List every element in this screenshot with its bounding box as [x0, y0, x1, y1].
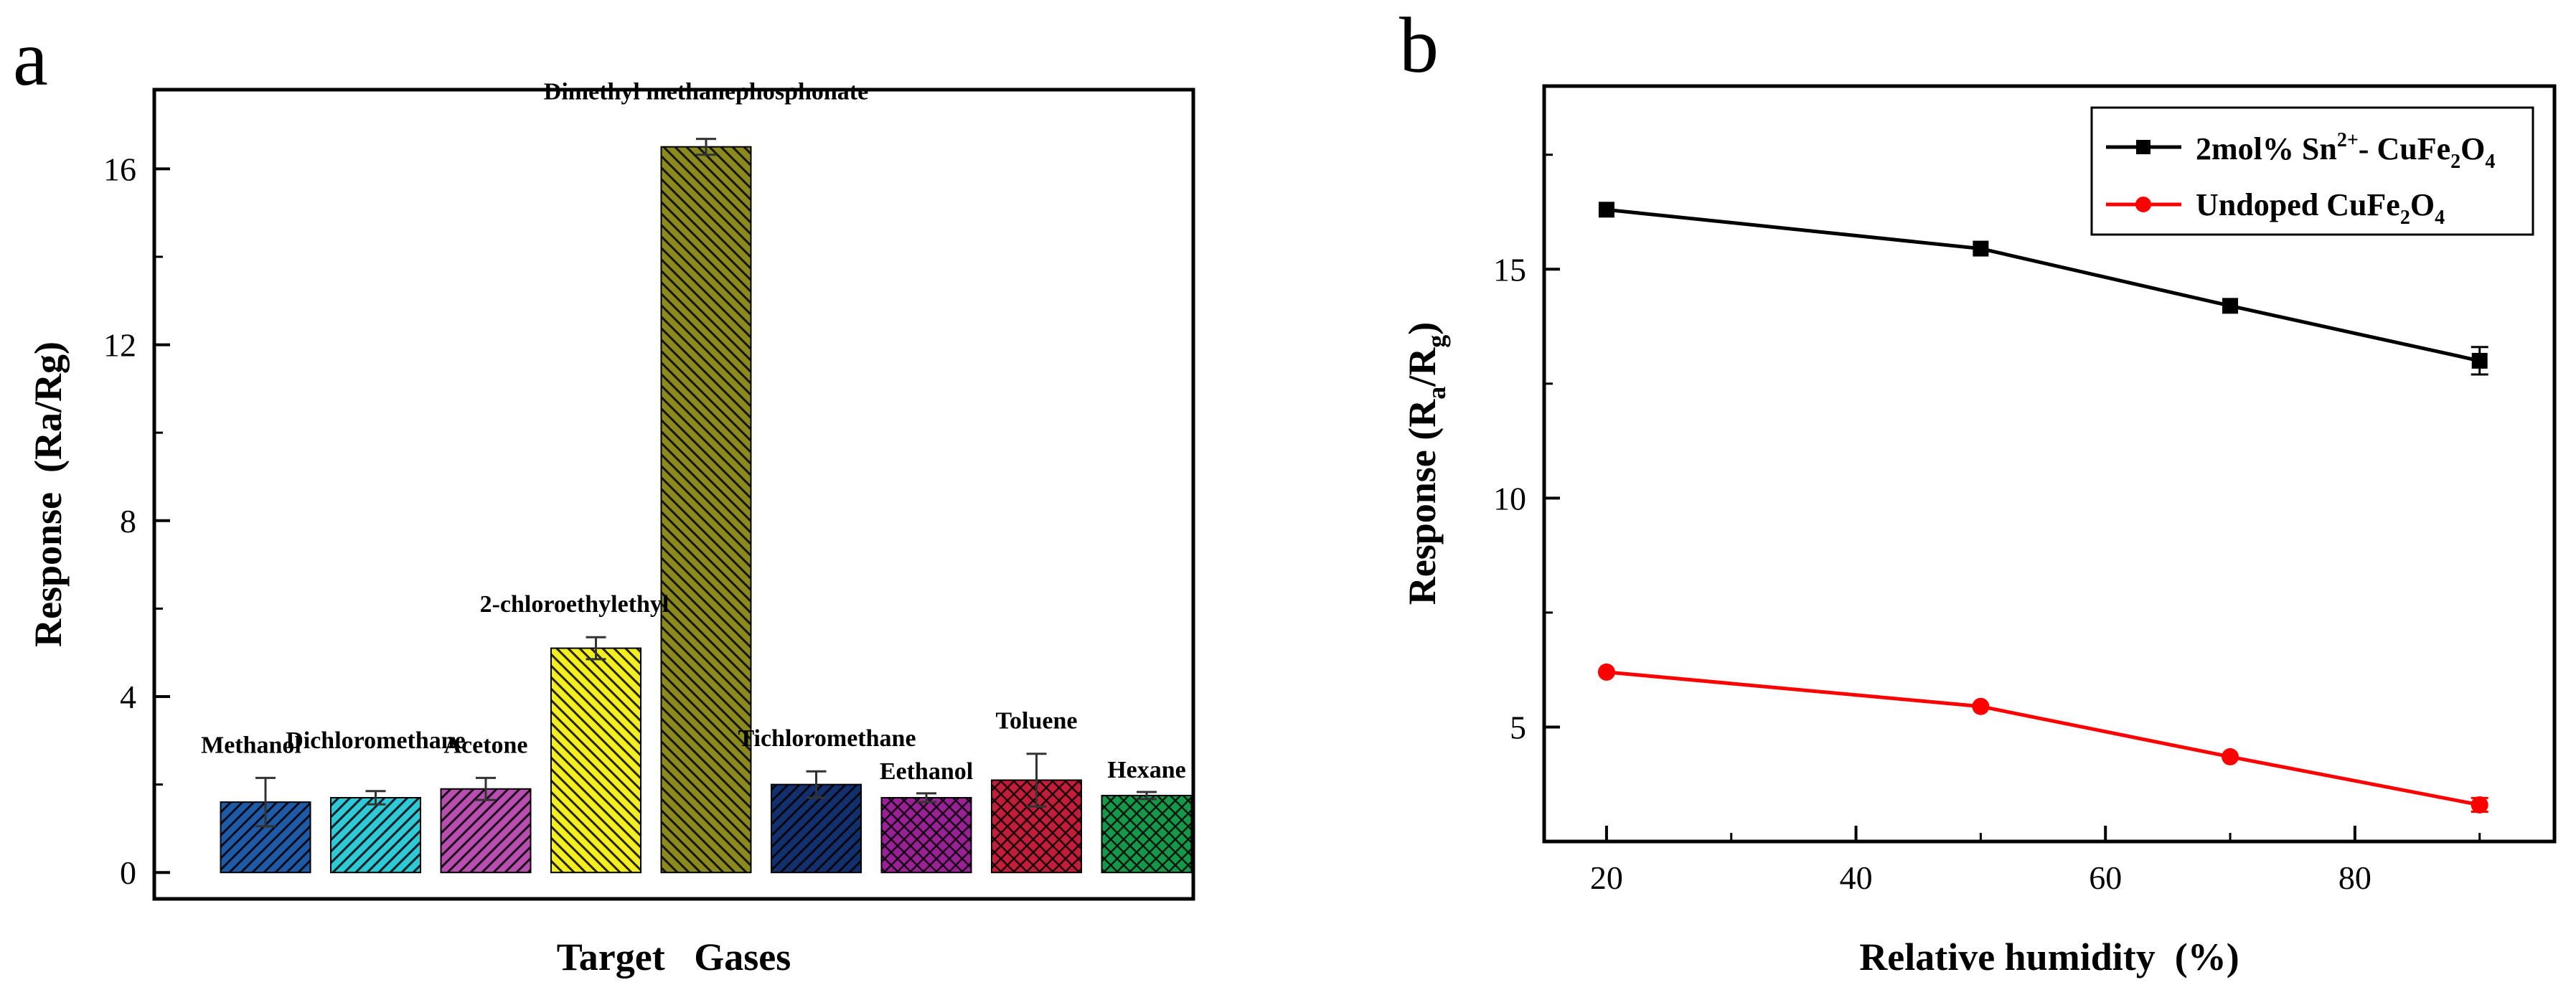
bar-hatch [881, 798, 972, 873]
legend-box [2090, 106, 2534, 236]
data-point [1597, 663, 1615, 681]
bar-label: Tichloromethane [738, 725, 916, 752]
legend-label-sn: 2mol% Sn2+- CuFe2O4 [2196, 129, 2495, 173]
bar-label: Hexane [1107, 757, 1186, 783]
bar-label: Acetone [443, 732, 527, 758]
b-x-tick-label: 80 [2338, 859, 2371, 896]
bar-label: Toluene [995, 708, 1077, 735]
chart-b: 20 40 60 80 5 10 15 Relative humidity (%) Resp… [1401, 84, 2557, 979]
a-y-tick-label: 12 [103, 327, 136, 364]
b-y-tick-label: 10 [1493, 480, 1526, 517]
data-point [2222, 748, 2239, 765]
b-y-tick-label: 5 [1510, 709, 1526, 745]
data-point [1972, 697, 1990, 715]
legend-marker-undoped [2135, 197, 2151, 212]
bar-label: Dimethyl methanephosphonate [544, 79, 868, 105]
bar-label: Eethanol [880, 758, 973, 785]
a-y-tick-label: 0 [120, 854, 136, 891]
plot-frame-b [1542, 84, 2557, 844]
plot-frame-a [152, 88, 1195, 901]
series-line [1606, 670, 2481, 807]
bar-label: 2-chloroethylethyl [480, 591, 669, 618]
data-point [2471, 352, 2488, 369]
data-point [1973, 240, 1989, 257]
a-x-axis-title: Target Gases [557, 935, 791, 979]
data-point [2222, 298, 2239, 314]
b-x-tick-label: 60 [2089, 859, 2122, 896]
b-x-tick-label: 40 [1840, 859, 1873, 896]
b-y-tick-label: 15 [1493, 251, 1526, 288]
a-y-axis-title: Response (Ra/Rg) [27, 341, 70, 647]
panel-label-b: b [1399, 1, 1439, 89]
bar-hatch [661, 146, 751, 873]
a-y-tick-label: 8 [120, 503, 136, 539]
b-x-axis-title: Relative humidity (%) [1859, 935, 2239, 979]
series-line [1606, 207, 2481, 363]
bar-hatch [1101, 795, 1192, 873]
b-x-tick-label: 20 [1590, 859, 1623, 896]
bar-hatch [441, 788, 531, 873]
panel-label-a: a [13, 14, 48, 102]
bar-hatch [551, 648, 641, 873]
bar-label: Methanol [201, 732, 301, 758]
legend-label-undoped: Undoped CuFe2O4 [2196, 187, 2445, 229]
bar-hatch [771, 784, 861, 873]
legend-marker-sn [2136, 140, 2150, 154]
data-point [2471, 796, 2488, 814]
b-y-axis-title: Response (Ra/Rg) [1401, 322, 1451, 605]
bar-hatch [331, 798, 420, 873]
a-y-tick-label: 16 [103, 151, 136, 187]
legend: 2mol% Sn2+- CuFe2O4 Undoped CuFe2O4 [2090, 106, 2534, 236]
data-point [1598, 202, 1614, 218]
bar-label: Dichloromethane [286, 727, 466, 754]
a-y-tick-label: 4 [120, 679, 136, 715]
